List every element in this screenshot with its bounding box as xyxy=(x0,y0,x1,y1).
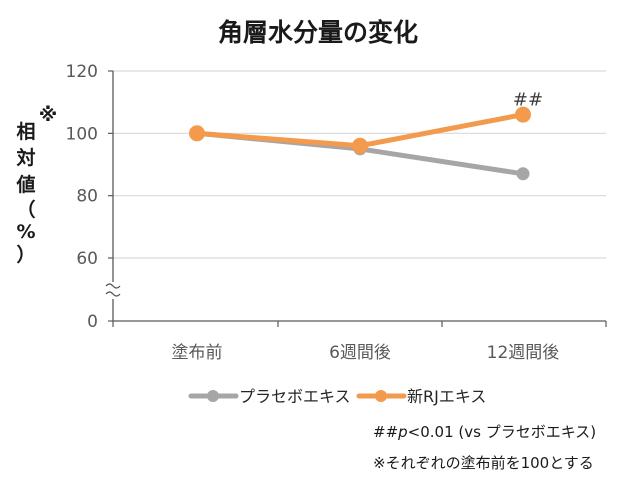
y-axis-label-char: 相 xyxy=(16,121,35,143)
data-point xyxy=(516,167,530,181)
series-points xyxy=(189,106,531,181)
significance-annotation: ## xyxy=(513,90,543,111)
footnote-significance-prefix: ## xyxy=(373,423,398,441)
y-tick-label: 120 xyxy=(66,62,98,82)
data-point xyxy=(352,137,368,154)
axis-break-mark xyxy=(105,291,121,297)
y-axis-label-char: ） xyxy=(16,243,35,266)
y-tick-labels: 120 100 80 60 0 xyxy=(66,62,98,332)
y-axis-label-char: % xyxy=(16,221,35,243)
y-tick-label: 60 xyxy=(76,249,98,269)
y-tick-label: 100 xyxy=(66,124,98,144)
data-point xyxy=(515,106,531,123)
y-axis-label-char: 対 xyxy=(15,146,35,169)
y-axis-label-char: （ xyxy=(16,198,35,221)
x-tick-label: 塗布前 xyxy=(172,342,223,363)
y-tick-label: 80 xyxy=(76,187,98,207)
y-axis-label: ※ 相対値（%） xyxy=(15,104,57,266)
legend: プラセボエキス 新RJエキス xyxy=(188,387,486,406)
legend-swatch-marker xyxy=(375,390,387,402)
y-axis-label-mark: ※ xyxy=(39,104,57,126)
x-tick-labels: 塗布前 6週間後 12週間後 xyxy=(172,342,560,363)
footnote-baseline: ※それぞれの塗布前を100とする xyxy=(373,454,594,472)
axis-break-mark xyxy=(105,283,121,289)
y-tick-label: 0 xyxy=(87,312,98,332)
legend-label: プラセボエキス xyxy=(239,387,351,406)
axes xyxy=(105,70,607,327)
footnote-significance-text: <0.01 (vs プラセボエキス) xyxy=(408,423,596,441)
legend-swatch-marker xyxy=(207,390,219,402)
data-point xyxy=(189,125,205,142)
chart-title: 角層水分量の変化 xyxy=(218,18,418,47)
footnote-p-value-symbol: p xyxy=(397,423,408,441)
x-tick-label: 12週間後 xyxy=(487,343,560,363)
x-tick-label: 6週間後 xyxy=(329,343,391,363)
legend-label: 新RJエキス xyxy=(407,387,486,406)
footnote-significance: ##p<0.01 (vs プラセボエキス) xyxy=(373,423,596,441)
y-axis-label-char: 値 xyxy=(15,174,35,196)
